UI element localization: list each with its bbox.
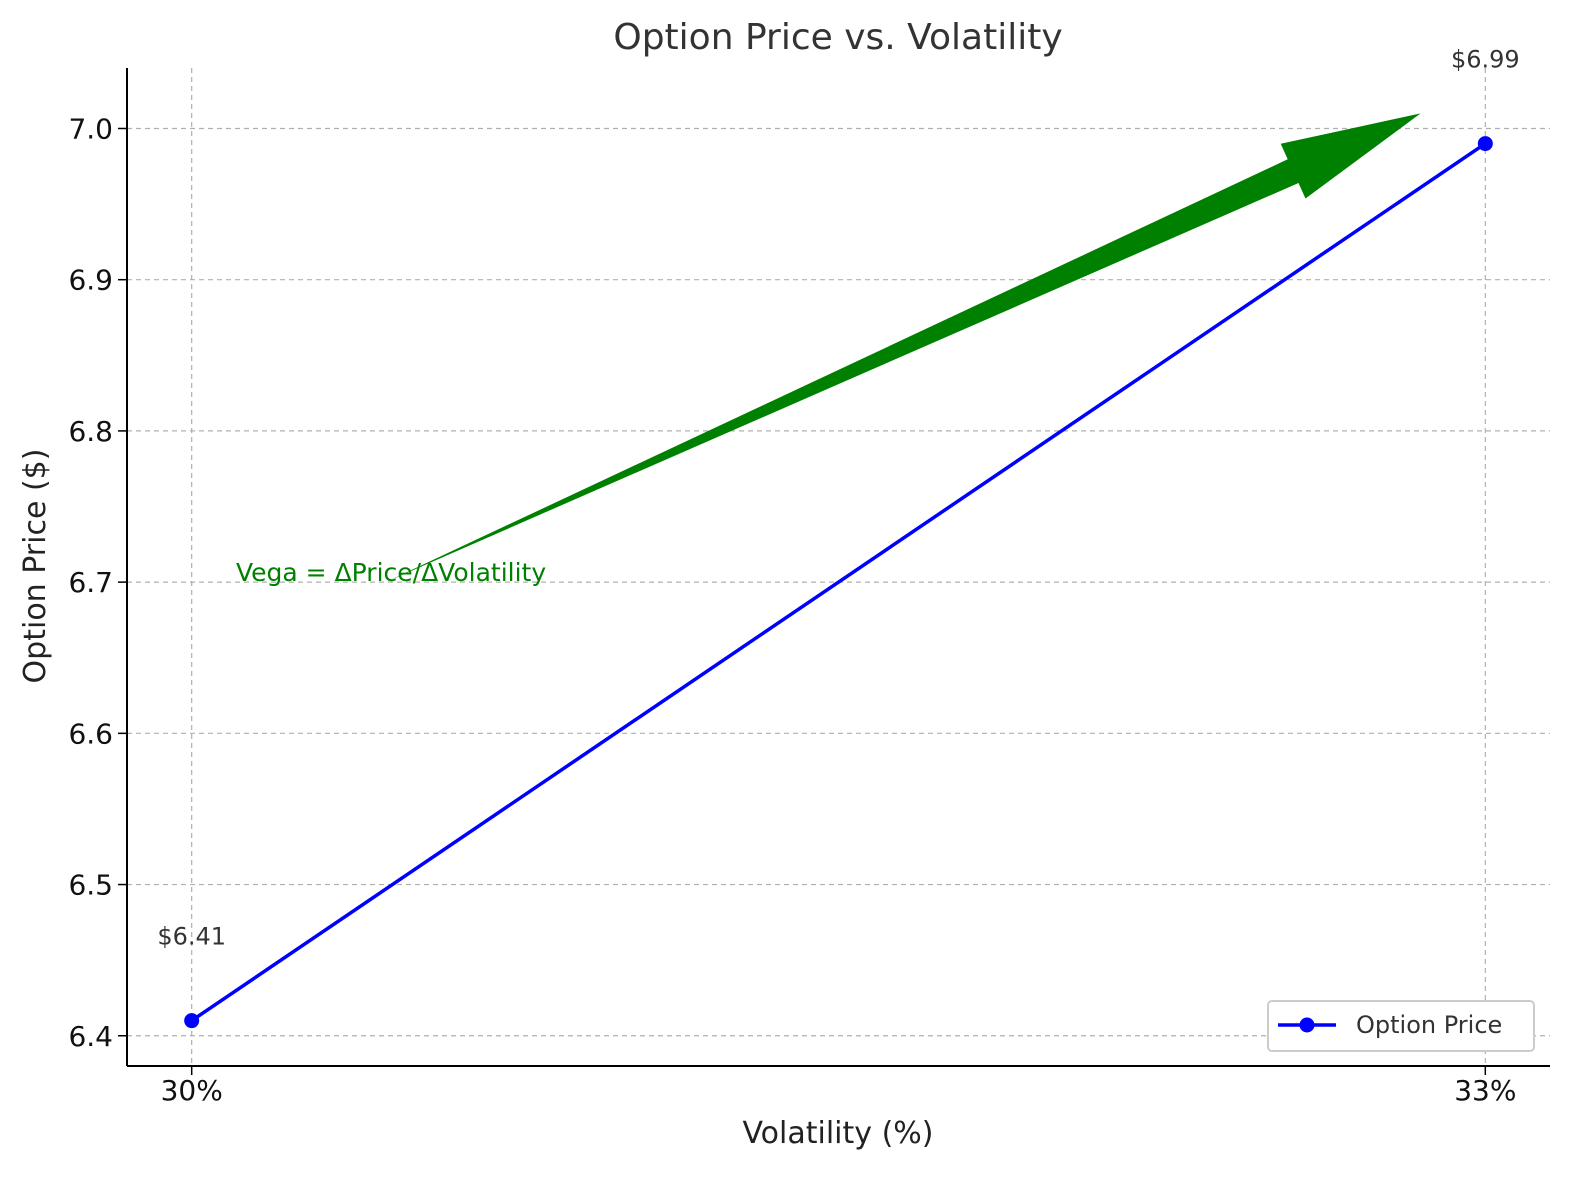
legend-box (1267, 1000, 1535, 1052)
y-tick-label: 6.6 (68, 717, 113, 750)
x-axis-title: Volatility (%) (742, 1116, 933, 1151)
y-tick-label: 6.7 (68, 566, 113, 599)
labels: $6.41 $6.99 (157, 46, 1519, 951)
y-tick-label: 6.5 (68, 869, 113, 902)
x-tick-label: 30% (161, 1074, 223, 1107)
y-tick-label: 6.4 (68, 1020, 113, 1053)
ticks: 6.4 6.5 6.6 6.7 6.8 6.9 7.0 30% 33% (68, 112, 1516, 1107)
y-tick-label: 7.0 (68, 112, 113, 145)
legend-marker-swatch (1299, 1017, 1315, 1033)
y-axis-title: Option Price ($) (18, 449, 53, 684)
annotation-arrow (385, 113, 1421, 583)
legend: Option Price (1267, 1000, 1535, 1052)
chart-title: Option Price vs. Volatility (613, 17, 1062, 58)
legend-label: Option Price (1356, 1011, 1502, 1039)
y-tick-label: 6.8 (68, 415, 113, 448)
y-tick-label: 6.9 (68, 264, 113, 297)
data-point (1477, 136, 1493, 152)
series-line-option-price (190, 142, 1487, 1023)
vega-annotation-text: Vega = ΔPrice/ΔVolatility (236, 558, 546, 587)
data-point (184, 1013, 200, 1029)
data-label: $6.99 (1451, 46, 1520, 74)
axes (126, 68, 1550, 1067)
series (184, 136, 1493, 1029)
data-label: $6.41 (157, 923, 226, 951)
vega-arrow (385, 113, 1421, 583)
x-tick-label: 33% (1454, 1074, 1516, 1107)
